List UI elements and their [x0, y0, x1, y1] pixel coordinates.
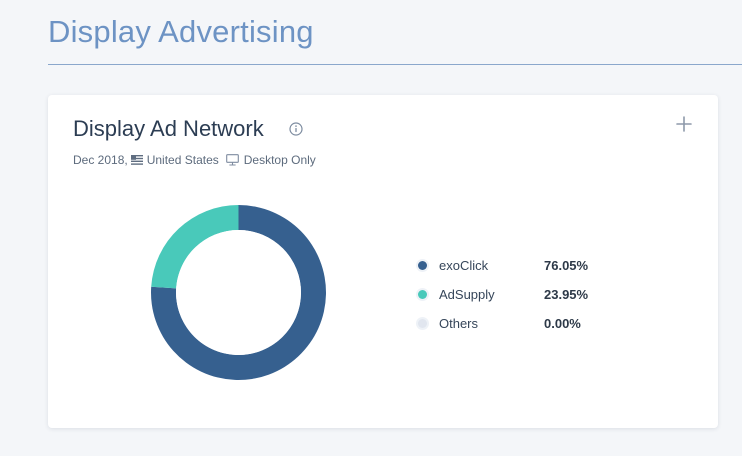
card-meta: Dec 2018, United States Desktop Only [73, 152, 316, 168]
legend-marker-adsupply [414, 286, 431, 303]
info-icon[interactable] [289, 122, 303, 136]
legend-label-exoclick: exoClick [439, 258, 489, 273]
chart-legend: exoClick 76.05% AdSupply 23.95% Others 0… [414, 251, 604, 338]
display-ad-network-donut-chart [150, 205, 326, 380]
desktop-icon [225, 154, 239, 166]
donut-center [176, 230, 301, 355]
legend-marker-exoclick [414, 257, 431, 274]
legend-label-others: Others [439, 316, 479, 331]
exoclick-color-dot [418, 261, 427, 270]
device-label: Desktop Only [243, 153, 316, 167]
others-color-dot [418, 319, 427, 328]
donut-slice-adsupply[interactable] [151, 205, 239, 289]
section-header: Display Advertising [48, 14, 742, 65]
section-title: Display Advertising [48, 14, 314, 49]
date-label: Dec 2018, [73, 153, 128, 167]
display-ad-network-card: Display Ad Network Dec 2018, United Stat… [48, 95, 718, 428]
legend-label-adsupply: AdSupply [439, 287, 495, 302]
legend-item-adsupply[interactable]: AdSupply 23.95% [414, 280, 604, 309]
adsupply-color-dot [418, 290, 427, 299]
legend-item-others[interactable]: Others 0.00% [414, 309, 604, 338]
legend-value-adsupply: 23.95% [544, 287, 589, 302]
country-label: United States [146, 153, 219, 167]
legend-item-exoclick[interactable]: exoClick 76.05% [414, 251, 604, 280]
card-title: Display Ad Network [73, 116, 264, 141]
legend-value-others: 0.00% [544, 316, 581, 331]
legend-value-exoclick: 76.05% [544, 258, 589, 273]
add-button[interactable] [675, 115, 693, 133]
us-flag-icon [130, 155, 143, 165]
legend-marker-others [414, 315, 431, 332]
